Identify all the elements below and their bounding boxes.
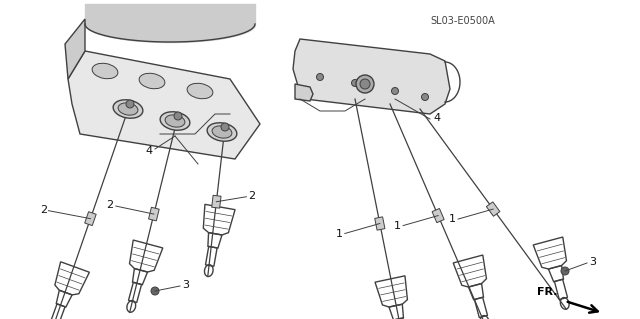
Polygon shape — [148, 207, 159, 221]
Text: 4: 4 — [433, 113, 440, 123]
Text: 2: 2 — [106, 200, 113, 210]
Ellipse shape — [118, 103, 138, 115]
Circle shape — [422, 93, 429, 100]
Polygon shape — [486, 202, 500, 216]
Polygon shape — [84, 212, 96, 226]
Circle shape — [356, 75, 374, 93]
Text: 2: 2 — [248, 191, 255, 201]
Circle shape — [392, 87, 399, 94]
Ellipse shape — [92, 63, 118, 79]
Circle shape — [561, 267, 569, 275]
Text: SL03-E0500A: SL03-E0500A — [430, 16, 495, 26]
Text: 3: 3 — [589, 257, 596, 267]
Circle shape — [151, 287, 159, 295]
Text: 2: 2 — [40, 205, 47, 215]
Polygon shape — [295, 84, 313, 101]
Polygon shape — [212, 195, 221, 208]
Ellipse shape — [113, 100, 143, 118]
Polygon shape — [65, 19, 85, 79]
Ellipse shape — [207, 123, 237, 141]
Circle shape — [351, 79, 358, 86]
Circle shape — [221, 123, 229, 131]
Text: FR.: FR. — [537, 287, 557, 297]
Polygon shape — [293, 39, 450, 114]
Text: 1: 1 — [449, 214, 456, 224]
Ellipse shape — [139, 73, 165, 89]
Circle shape — [317, 73, 323, 80]
Circle shape — [360, 79, 370, 89]
Polygon shape — [432, 209, 444, 223]
Ellipse shape — [212, 126, 232, 138]
Ellipse shape — [160, 112, 190, 130]
Circle shape — [174, 112, 182, 120]
Polygon shape — [68, 51, 260, 159]
Text: 1: 1 — [394, 220, 401, 231]
Text: 4: 4 — [145, 146, 152, 156]
Polygon shape — [375, 217, 385, 230]
Text: 3: 3 — [182, 280, 189, 290]
Ellipse shape — [187, 83, 213, 99]
Text: 1: 1 — [336, 228, 343, 239]
Ellipse shape — [165, 115, 185, 127]
Circle shape — [126, 100, 134, 108]
